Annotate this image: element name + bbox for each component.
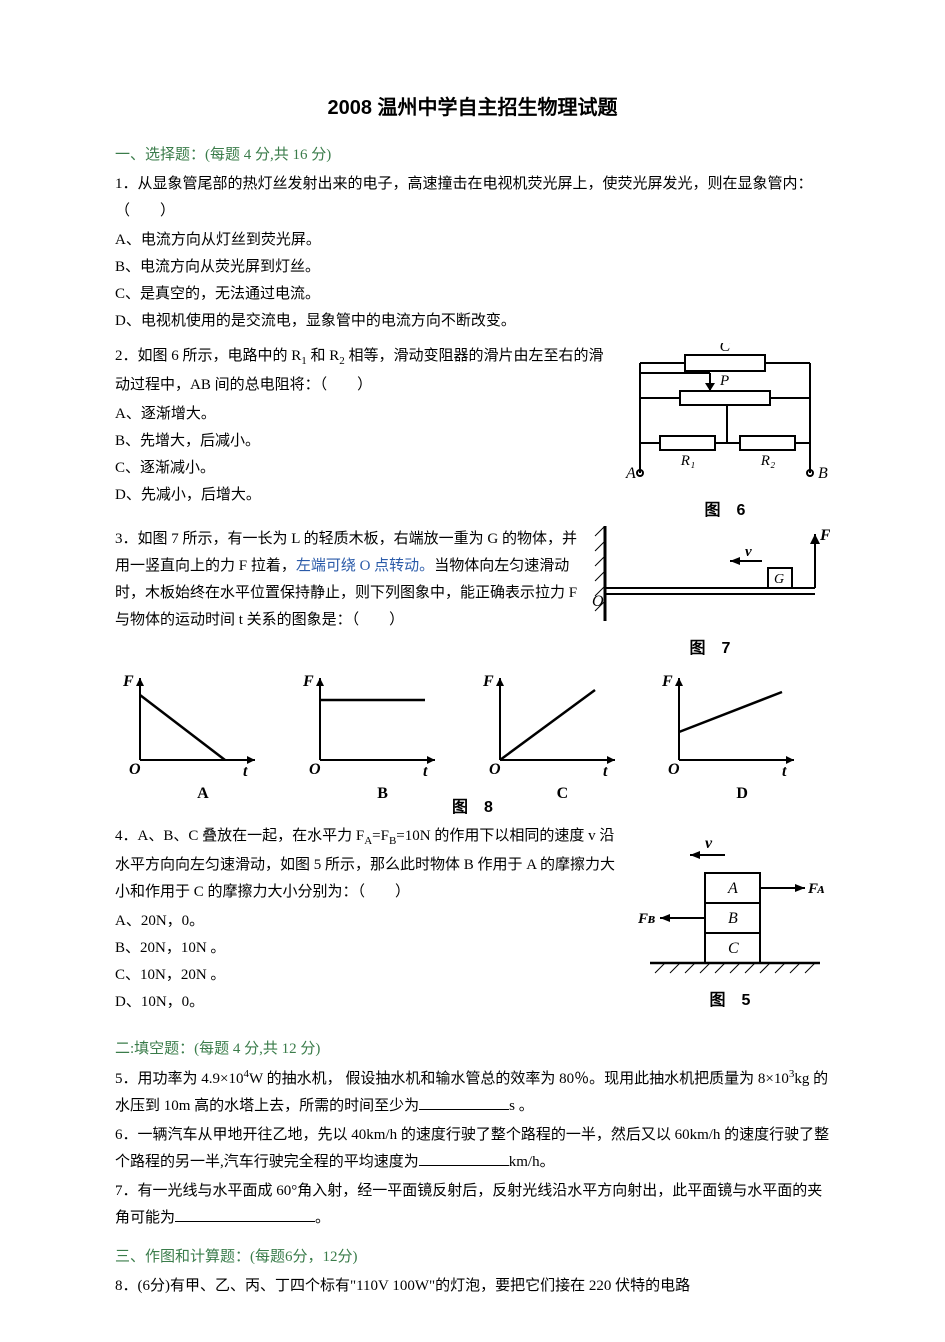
q5-d: s 。 [509, 1098, 534, 1114]
q4-opt-c: C、10N，20N 。 [115, 962, 830, 989]
q5-b: W 的抽水机， 假设抽水机和输水管总的效率为 80％。现用此抽水机把质量为 8×… [249, 1071, 789, 1087]
q2-opt-d: D、先减小，后增大。 [115, 482, 830, 509]
q6-b: km/h。 [509, 1154, 555, 1170]
question-5: 5．用功率为 4.9×104W 的抽水机， 假设抽水机和输水管总的效率为 80％… [115, 1065, 830, 1120]
svg-text:F: F [122, 673, 134, 690]
q1-opt-c: C、是真空的，无法通过电流。 [115, 281, 830, 308]
subscript-a: A [364, 835, 372, 847]
figure-8-row: F t O A F t O B F t O [115, 670, 830, 809]
q2-opt-c: C、逐渐减小。 [115, 455, 830, 482]
line-chart-icon: F t O [654, 670, 804, 780]
q3-text-blue: 左端可绕 O 点转动。 [296, 558, 434, 574]
svg-text:F: F [661, 673, 673, 690]
question-4: 4．A、B、C 叠放在一起，在水平力 FA=FB=10N 的作用下以相同的速度 … [115, 823, 830, 1016]
line-chart-icon: F t O [475, 670, 625, 780]
section-1-header: 一、选择题：(每题 4 分,共 16 分) [115, 142, 830, 169]
graph-c: F t O C [475, 670, 651, 809]
q4-opt-b: B、20N，10N 。 [115, 935, 830, 962]
q5-a: 5．用功率为 4.9×10 [115, 1071, 243, 1087]
question-1: 1．从显象管尾部的热灯丝发射出来的电子，高速撞击在电视机荧光屏上，使荧光屏发光，… [115, 171, 830, 335]
svg-text:F: F [482, 673, 494, 690]
svg-text:O: O [489, 761, 501, 778]
page-title: 2008 温州中学自主招生物理试题 [115, 90, 830, 126]
q1-opt-a: A、电流方向从灯丝到荧光屏。 [115, 227, 830, 254]
q4-opt-d: D、10N，0。 [115, 989, 830, 1016]
q4-stem: 4．A、B、C 叠放在一起，在水平力 FA=FB=10N 的作用下以相同的速度 … [115, 823, 830, 906]
q4-text-a: 4．A、B、C 叠放在一起，在水平力 F [115, 828, 364, 844]
question-7: 7．有一光线与水平面成 60°角入射，经一平面镜反射后，反射光线沿水平方向射出，… [115, 1178, 830, 1232]
graph-b-label: B [295, 780, 471, 809]
q1-opt-b: B、电流方向从荧光屏到灯丝。 [115, 254, 830, 281]
q2-stem: 2．如图 6 所示，电路中的 R1 和 R2 相等，滑动变阻器的滑片由左至右的滑… [115, 343, 830, 399]
q4-text-b: =F [372, 828, 389, 844]
svg-text:t: t [243, 763, 248, 780]
graph-c-label: C [475, 780, 651, 809]
blank-input [419, 1151, 509, 1166]
svg-text:O: O [309, 761, 321, 778]
graph-a-label: A [115, 780, 291, 809]
q2-opt-b: B、先增大，后减小。 [115, 428, 830, 455]
section-2-header: 二:填空题：(每题 4 分,共 12 分) [115, 1036, 830, 1063]
graph-a: F t O A [115, 670, 291, 809]
svg-text:t: t [782, 763, 787, 780]
figure-7-caption: 图 7 [590, 635, 830, 664]
line-chart-icon: F t O [115, 670, 265, 780]
graph-b: F t O B [295, 670, 471, 809]
question-3: 3．如图 7 所示，有一长为 L 的轻质木板，右端放一重为 G 的物体，并用一竖… [115, 526, 830, 634]
blank-input [419, 1095, 509, 1110]
question-8: 8．(6分)有甲、乙、丙、丁四个标有"110V 100W"的灯泡，要把它们接在 … [115, 1273, 830, 1300]
q2-opt-a: A、逐渐增大。 [115, 401, 830, 428]
blank-input [175, 1207, 315, 1222]
q2-text-a: 2．如图 6 所示，电路中的 R [115, 348, 301, 364]
question-6: 6．一辆汽车从甲地开往乙地，先以 40km/h 的速度行驶了整个路程的一半，然后… [115, 1122, 830, 1176]
q4-opt-a: A、20N，0。 [115, 908, 830, 935]
svg-text:O: O [668, 761, 680, 778]
svg-text:t: t [603, 763, 608, 780]
q1-stem: 1．从显象管尾部的热灯丝发射出来的电子，高速撞击在电视机荧光屏上，使荧光屏发光，… [115, 171, 830, 225]
graph-d: F t O D [654, 670, 830, 809]
q2-text-b: 和 R [307, 348, 340, 364]
q1-opt-d: D、电视机使用的是交流电，显象管中的电流方向不断改变。 [115, 308, 830, 335]
graph-d-label: D [654, 780, 830, 809]
q3-stem: 3．如图 7 所示，有一长为 L 的轻质木板，右端放一重为 G 的物体，并用一竖… [115, 526, 830, 634]
section-3-header: 三、作图和计算题：(每题6分，12分) [115, 1244, 830, 1271]
question-2: 2．如图 6 所示，电路中的 R1 和 R2 相等，滑动变阻器的滑片由左至右的滑… [115, 343, 830, 509]
line-chart-icon: F t O [295, 670, 445, 780]
svg-text:t: t [423, 763, 428, 780]
svg-text:F: F [302, 673, 314, 690]
svg-text:O: O [129, 761, 141, 778]
q7-b: 。 [315, 1210, 330, 1226]
